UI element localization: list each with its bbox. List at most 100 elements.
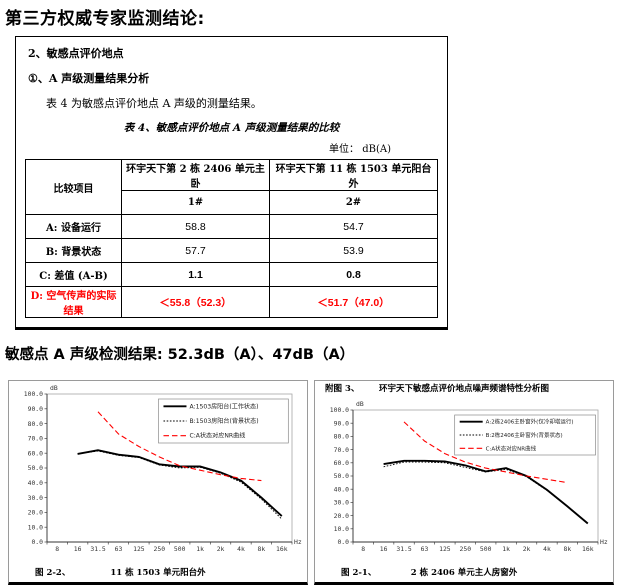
row-label-b: B: 背景状态 <box>25 238 122 263</box>
table-row: B: 背景状态 57.7 53.9 <box>25 238 438 263</box>
svg-text:30.0: 30.0 <box>28 494 44 502</box>
svg-text:63: 63 <box>115 545 123 553</box>
svg-text:1k: 1k <box>196 545 204 553</box>
svg-text:90.0: 90.0 <box>334 419 350 427</box>
chart-panel-left: 0.0 10.0 20.0 30.0 40.0 50.0 60.0 70.0 80.0 90.0 1… <box>8 380 308 585</box>
svg-text:125: 125 <box>439 545 451 553</box>
svg-text:100.0: 100.0 <box>330 406 349 414</box>
svg-text:dB: dB <box>356 400 364 408</box>
svg-text:16: 16 <box>380 545 388 553</box>
unit-label: 单位： dB(A) <box>329 144 391 155</box>
table-row: A: 设备运行 58.8 54.7 <box>25 214 438 239</box>
svg-text:50.0: 50.0 <box>334 472 350 480</box>
svg-text:B:2栋2406主卧窗外(背景状态): B:2栋2406主卧窗外(背景状态) <box>486 431 563 439</box>
svg-text:4k: 4k <box>543 545 551 553</box>
svg-text:Hz: Hz <box>600 538 608 546</box>
svg-text:70.0: 70.0 <box>28 435 44 443</box>
svg-text:8k: 8k <box>258 545 266 553</box>
figure-label: 图 2-2、 <box>35 568 71 578</box>
svg-text:4k: 4k <box>237 545 245 553</box>
svg-text:16k: 16k <box>276 545 288 553</box>
svg-text:dB: dB <box>50 384 58 392</box>
svg-text:40.0: 40.0 <box>28 479 44 487</box>
svg-text:1k: 1k <box>502 545 510 553</box>
svg-text:C:A状态对应NR曲线: C:A状态对应NR曲线 <box>486 444 537 452</box>
svg-text:16k: 16k <box>582 545 594 553</box>
svg-text:2k: 2k <box>523 545 531 553</box>
svg-text:A:2栋2406主卧窗外(仅冷却塔运行): A:2栋2406主卧窗外(仅冷却塔运行) <box>486 418 574 426</box>
svg-text:8: 8 <box>55 545 59 553</box>
chart-title: 环宇天下敏感点评价地点噪声频谱特性分析图 <box>378 384 549 394</box>
report-box: 2、敏感点评价地点 ①、A 声级测量结果分析 表 4 为敏感点评价地点 A 声级… <box>15 36 448 330</box>
value-c-2: 0.8 <box>269 262 438 287</box>
svg-text:10.0: 10.0 <box>334 525 350 533</box>
svg-text:100.0: 100.0 <box>24 390 43 398</box>
svg-text:10.0: 10.0 <box>28 523 44 531</box>
svg-text:C:A状态对应NR曲线: C:A状态对应NR曲线 <box>189 432 245 440</box>
figure-caption-row: 图 2-1、 2 栋 2406 单元主人房窗外 <box>315 565 613 582</box>
svg-text:31.5: 31.5 <box>396 545 412 553</box>
svg-text:250: 250 <box>460 545 472 553</box>
comparison-table: 比较项目 环宇天下第 2 栋 2406 单元主卧 环宇天下第 11 栋 1503… <box>25 159 438 318</box>
section-heading: 2、敏感点评价地点 <box>28 47 124 60</box>
svg-text:500: 500 <box>174 545 186 553</box>
value-a-2: 54.7 <box>269 214 438 239</box>
summary-text: 敏感点 A 声级检测结果: 52.3dB（A）、47dB（A） <box>5 347 355 363</box>
chart-panel-right: 附图 3、 环宇天下敏感点评价地点噪声频谱特性分析图 0.0 10.0 20.0 30… <box>314 380 614 585</box>
value-c-1: 1.1 <box>121 262 270 287</box>
svg-text:125: 125 <box>133 545 145 553</box>
column-header-code-2: 2# <box>269 190 438 215</box>
svg-text:16: 16 <box>74 545 82 553</box>
svg-text:0.0: 0.0 <box>31 538 43 546</box>
page-title: 第三方权威专家监测结论: <box>5 9 205 29</box>
charts-row: 0.0 10.0 20.0 30.0 40.0 50.0 60.0 70.0 80.0 90.0 1… <box>8 380 620 585</box>
svg-text:40.0: 40.0 <box>334 485 350 493</box>
value-a-1: 58.8 <box>121 214 270 239</box>
figure-label: 图 2-1、 <box>341 568 377 578</box>
table-row-result: D: 空气传声的实际结果 ＜55.8（52.3） ＜51.7（47.0） <box>25 286 438 318</box>
svg-text:20.0: 20.0 <box>28 509 44 517</box>
table-corner-cell: 比较项目 <box>25 159 122 215</box>
figure-caption: 2 栋 2406 单元主人房窗外 <box>410 568 518 578</box>
intro-text: 表 4 为敏感点评价地点 A 声级的测量结果。 <box>46 97 262 110</box>
svg-text:0.0: 0.0 <box>337 538 349 546</box>
svg-text:30.0: 30.0 <box>334 499 350 507</box>
svg-text:250: 250 <box>154 545 166 553</box>
column-header-code-1: 1# <box>121 190 270 215</box>
table-row: C: 差值 (A-B) 1.1 0.8 <box>25 262 438 287</box>
attachment-figure-label: 附图 3、 <box>325 384 360 394</box>
svg-text:Hz: Hz <box>294 538 302 546</box>
svg-text:B:1503房阳台(背景状态): B:1503房阳台(背景状态) <box>189 417 258 425</box>
value-d-2: ＜51.7（47.0） <box>269 286 438 318</box>
row-label-d: D: 空气传声的实际结果 <box>25 286 122 318</box>
row-label-c: C: 差值 (A-B) <box>25 262 122 287</box>
column-header-location-2: 环宇天下第 11 栋 1503 单元阳台外 <box>269 159 438 191</box>
svg-text:90.0: 90.0 <box>28 405 44 413</box>
svg-text:70.0: 70.0 <box>334 446 350 454</box>
svg-text:63: 63 <box>421 545 429 553</box>
figure-caption: 11 栋 1503 单元阳台外 <box>110 568 206 578</box>
svg-text:80.0: 80.0 <box>28 420 44 428</box>
value-d-1: ＜55.8（52.3） <box>121 286 270 318</box>
table-title: 表 4、敏感点评价地点 A 声级测量结果的比较 <box>123 122 340 134</box>
svg-text:A:1503房阳台(工作状态): A:1503房阳台(工作状态) <box>189 402 258 410</box>
svg-text:50.0: 50.0 <box>28 464 44 472</box>
svg-text:8k: 8k <box>564 545 572 553</box>
svg-text:80.0: 80.0 <box>334 433 350 441</box>
svg-text:2k: 2k <box>217 545 225 553</box>
row-label-a: A: 设备运行 <box>25 214 122 239</box>
subsection-heading: ①、A 声级测量结果分析 <box>28 72 150 85</box>
svg-text:31.5: 31.5 <box>90 545 106 553</box>
attachment-header-row: 附图 3、 环宇天下敏感点评价地点噪声频谱特性分析图 <box>315 381 613 397</box>
frequency-spectrum-chart-2406: 0.0 10.0 20.0 30.0 40.0 50.0 60.0 70.0 80.0 90.0 1… <box>315 397 613 565</box>
svg-text:20.0: 20.0 <box>334 512 350 520</box>
svg-text:60.0: 60.0 <box>334 459 350 467</box>
figure-caption-row: 图 2-2、 11 栋 1503 单元阳台外 <box>9 565 307 582</box>
frequency-spectrum-chart-1503: 0.0 10.0 20.0 30.0 40.0 50.0 60.0 70.0 80.0 90.0 1… <box>9 381 307 565</box>
svg-text:8: 8 <box>361 545 365 553</box>
value-b-1: 57.7 <box>121 238 270 263</box>
svg-text:500: 500 <box>480 545 492 553</box>
svg-text:60.0: 60.0 <box>28 449 44 457</box>
column-header-location-1: 环宇天下第 2 栋 2406 单元主卧 <box>121 159 270 191</box>
value-b-2: 53.9 <box>269 238 438 263</box>
